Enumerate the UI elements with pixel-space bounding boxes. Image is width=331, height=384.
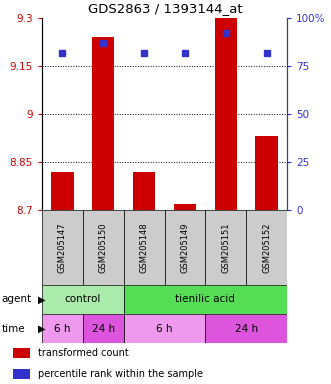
Text: 6 h: 6 h — [156, 323, 173, 333]
Text: GSM205151: GSM205151 — [221, 222, 230, 273]
Bar — [205, 210, 246, 285]
Bar — [13, 369, 30, 379]
Text: GSM205149: GSM205149 — [180, 222, 189, 273]
Text: 24 h: 24 h — [235, 323, 258, 333]
Bar — [42, 314, 83, 343]
Bar — [42, 210, 83, 285]
Bar — [51, 172, 73, 210]
Bar — [83, 314, 124, 343]
Bar — [124, 285, 287, 314]
Bar — [255, 136, 278, 210]
Text: 6 h: 6 h — [54, 323, 71, 333]
Text: ▶: ▶ — [38, 323, 46, 333]
Text: GDS2863 / 1393144_at: GDS2863 / 1393144_at — [88, 3, 243, 15]
Text: GSM205147: GSM205147 — [58, 222, 67, 273]
Bar — [165, 210, 205, 285]
Bar — [83, 210, 124, 285]
Bar — [133, 172, 155, 210]
Text: transformed count: transformed count — [38, 348, 129, 358]
Bar — [246, 210, 287, 285]
Text: agent: agent — [2, 295, 32, 305]
Text: GSM205150: GSM205150 — [99, 222, 108, 273]
Text: control: control — [65, 295, 101, 305]
Text: ▶: ▶ — [38, 295, 46, 305]
Text: GSM205148: GSM205148 — [140, 222, 149, 273]
Bar — [124, 210, 165, 285]
Text: GSM205152: GSM205152 — [262, 222, 271, 273]
Bar — [42, 285, 124, 314]
Text: tienilic acid: tienilic acid — [175, 295, 235, 305]
Text: 24 h: 24 h — [92, 323, 115, 333]
Text: percentile rank within the sample: percentile rank within the sample — [38, 369, 203, 379]
Bar — [205, 314, 287, 343]
Bar — [124, 314, 205, 343]
Bar — [92, 37, 115, 210]
Bar — [214, 18, 237, 210]
Text: time: time — [2, 323, 25, 333]
Bar — [174, 204, 196, 210]
Bar — [13, 348, 30, 358]
